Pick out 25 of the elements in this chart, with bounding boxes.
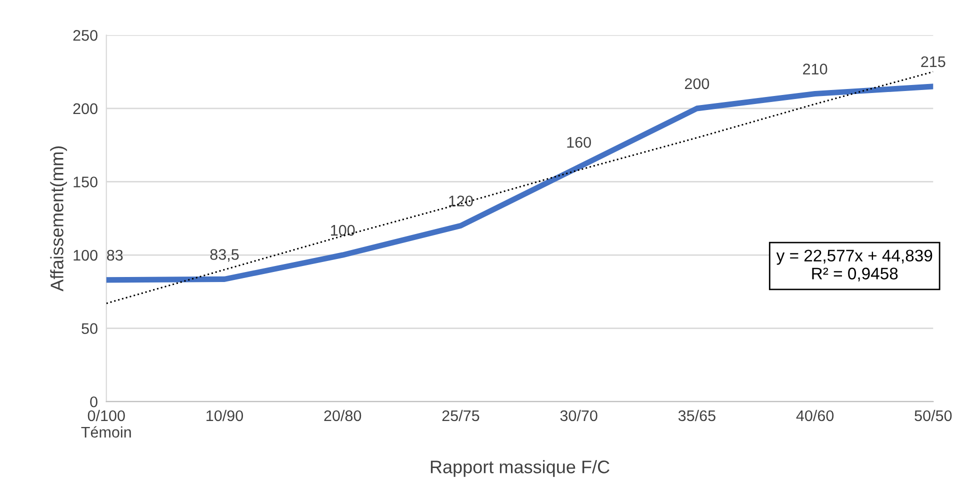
annotation: y = 22,577x + 44,839 R² = 0,9458 (776, 250, 932, 282)
y-tick-label: 0 (90, 396, 98, 408)
data-label: 83,5 (210, 249, 239, 262)
y-tick-label: 150 (74, 176, 98, 188)
y-axis-title: Affaissement(mm) (50, 146, 67, 292)
y-tick-label: 50 (82, 323, 98, 334)
x-tick-label: 10/90 (206, 410, 243, 422)
data-label: 200 (684, 78, 710, 90)
x-tick-label: 35/65 (678, 410, 716, 422)
data-label: 83 (107, 250, 123, 261)
y-tick-label: 250 (73, 30, 98, 41)
x-tick-label: 30/70 (560, 410, 598, 422)
x-axis-title: Rapport massique F/C (430, 460, 610, 477)
data-label: 215 (921, 56, 946, 68)
y-tick-label: 200 (73, 103, 98, 114)
x-tick-label: 25/75 (442, 410, 480, 422)
y-tick-label: 100 (74, 250, 98, 261)
data-label: 160 (567, 136, 591, 148)
x-tick-label: 0/100 Témoin (81, 410, 131, 438)
x-tick-label: 40/60 (796, 410, 834, 422)
x-tick-label: 20/80 (324, 410, 362, 422)
data-label: 100 (331, 224, 355, 236)
x-tick-label: 50/50 (914, 410, 952, 422)
data-label: 120 (449, 196, 473, 206)
data-label: 210 (803, 64, 828, 74)
